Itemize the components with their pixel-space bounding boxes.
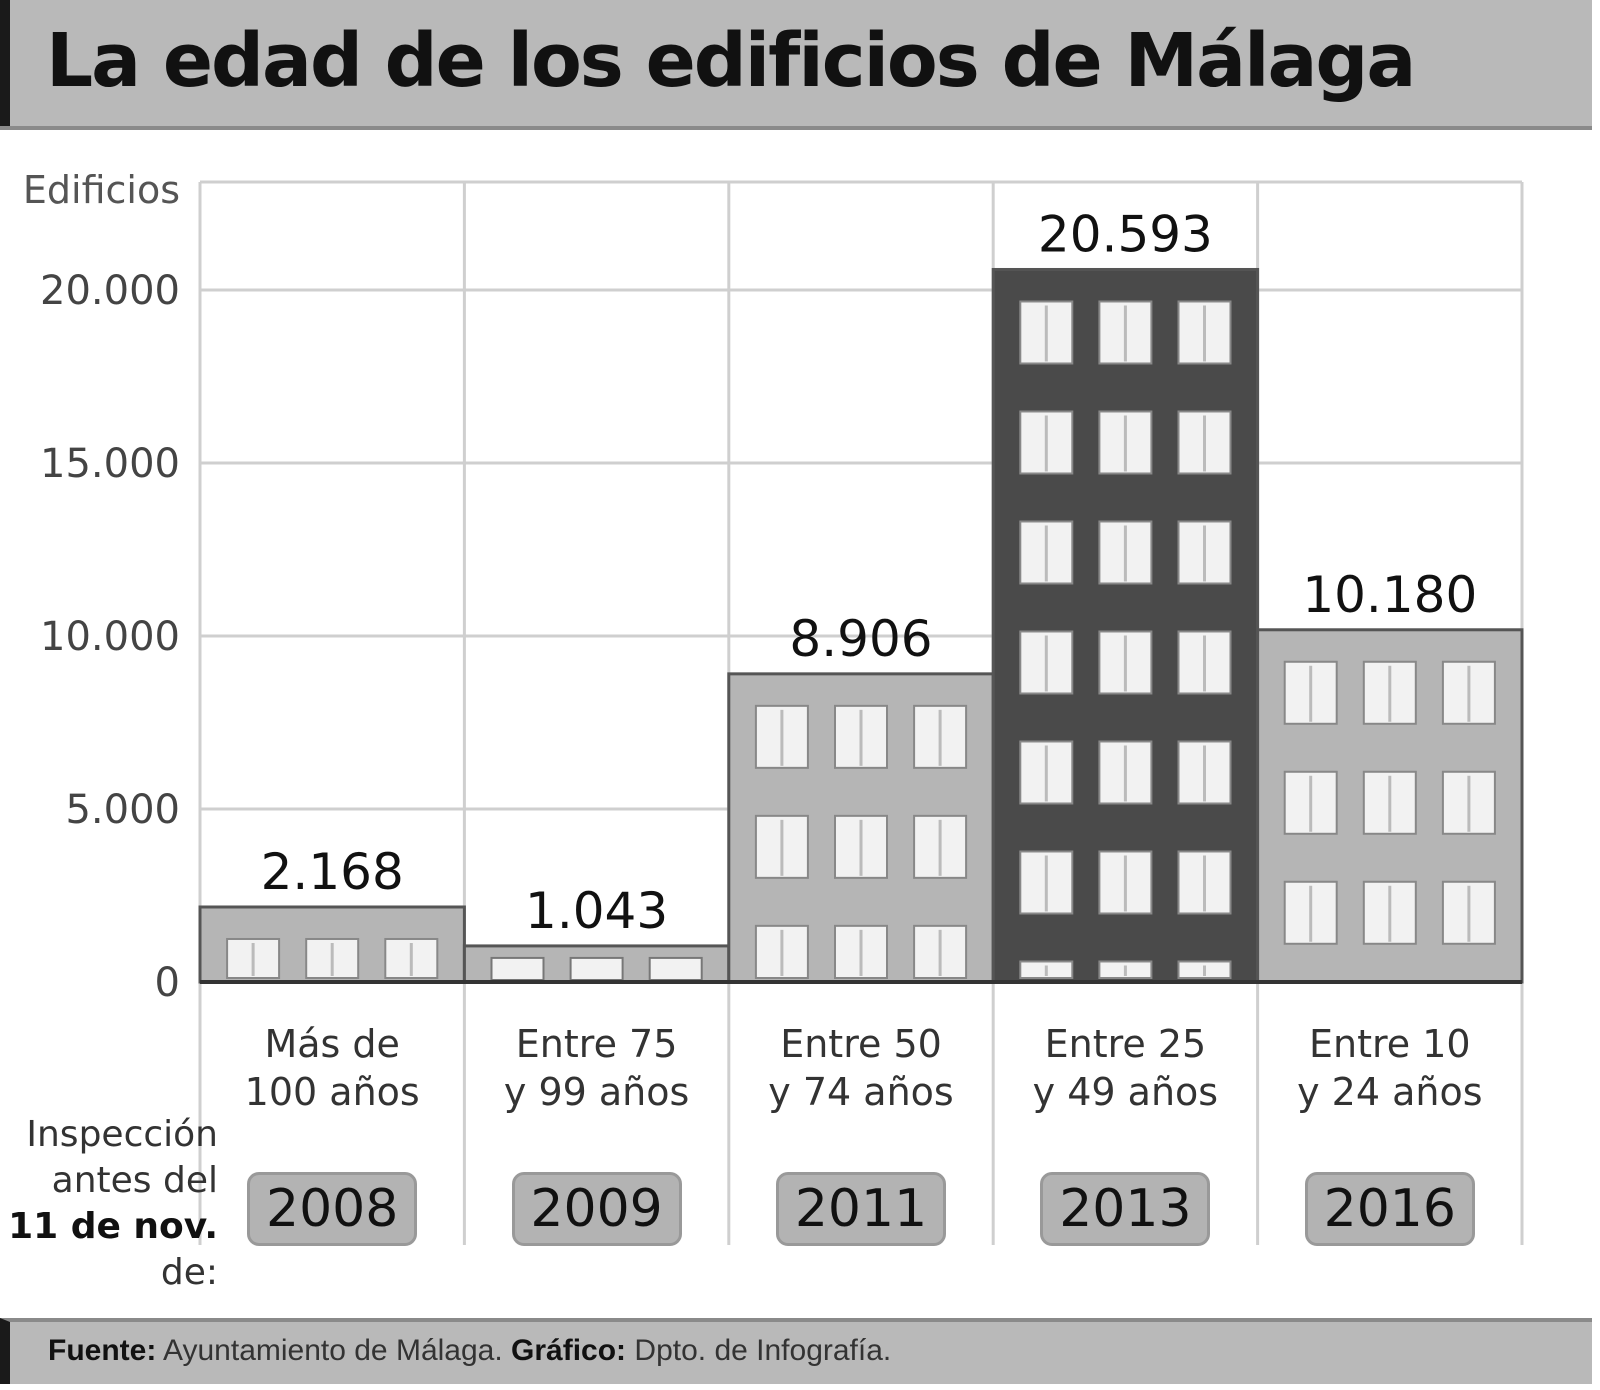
category-label-line2: y 24 años (1297, 1070, 1483, 1114)
inspection-year-badge: 2013 (1040, 1172, 1211, 1246)
y-tick-label: 0 (155, 960, 180, 1006)
bar-value-label: 20.593 (1038, 205, 1213, 263)
inspection-date: 11 de nov. (8, 1206, 218, 1247)
inspection-note: Inspección antes del 11 de nov. de: (0, 1112, 218, 1296)
category-label: Entre 75 y 99 años (466, 1020, 728, 1116)
inspection-line-4: de: (160, 1252, 218, 1293)
chart-title: La edad de los edificios de Málaga (46, 18, 1416, 104)
y-tick-label: 15.000 (40, 441, 180, 487)
category-label-line1: Entre 50 (780, 1022, 942, 1066)
inspection-year-badge: 2008 (247, 1172, 418, 1246)
category-label-line1: Entre 75 (515, 1022, 678, 1066)
inspection-year-badge: 2016 (1304, 1172, 1475, 1246)
graphic-label: Gráfico: (511, 1334, 627, 1367)
category-label-line1: Más de (264, 1022, 400, 1066)
bar-value-label: 8.906 (789, 610, 932, 668)
category-label: Entre 10 y 24 años (1259, 1020, 1521, 1116)
bar-value-label: 10.180 (1302, 566, 1477, 624)
inspection-line-1: Inspección (26, 1114, 218, 1155)
category-label-line2: y 99 años (503, 1070, 690, 1114)
category-label-line2: y 49 años (1032, 1070, 1219, 1114)
bar-value-label: 2.168 (261, 843, 404, 901)
source-value: Ayuntamiento de Málaga. (163, 1334, 503, 1367)
header-rule (0, 126, 1592, 130)
footer-credits: Fuente: Ayuntamiento de Málaga. Gráfico:… (48, 1334, 891, 1368)
window (490, 956, 545, 981)
inspection-year-badge: 2011 (776, 1172, 946, 1246)
y-axis-label: Edificios (23, 168, 180, 212)
y-tick-label: 10.000 (40, 614, 180, 660)
category-label: Entre 50 y 74 años (730, 1020, 992, 1116)
category-label-line1: Entre 10 (1309, 1022, 1471, 1066)
footer-bar: Fuente: Ayuntamiento de Málaga. Gráfico:… (0, 1318, 1592, 1384)
category-label-line2: y 74 años (768, 1070, 954, 1114)
bar-value-label: 1.043 (525, 882, 668, 940)
window (569, 956, 624, 981)
inspection-line-2: antes del (51, 1160, 218, 1201)
y-tick-label: 20.000 (40, 268, 180, 314)
graphic-value: Dpto. de Infografía. (634, 1334, 892, 1367)
source-label: Fuente: (48, 1334, 157, 1367)
category-label-line1: Entre 25 (1044, 1022, 1207, 1066)
category-label: Entre 25 y 49 años (994, 1020, 1256, 1116)
inspection-year-badge: 2009 (511, 1172, 682, 1246)
inspection-line-3: 11 de nov. (0, 1204, 218, 1250)
header-bar: La edad de los edificios de Málaga (0, 0, 1592, 126)
category-label: Más de 100 años (201, 1020, 463, 1116)
window (648, 956, 703, 981)
y-tick-label: 5.000 (65, 787, 180, 833)
category-label-line2: 100 años (244, 1070, 420, 1114)
